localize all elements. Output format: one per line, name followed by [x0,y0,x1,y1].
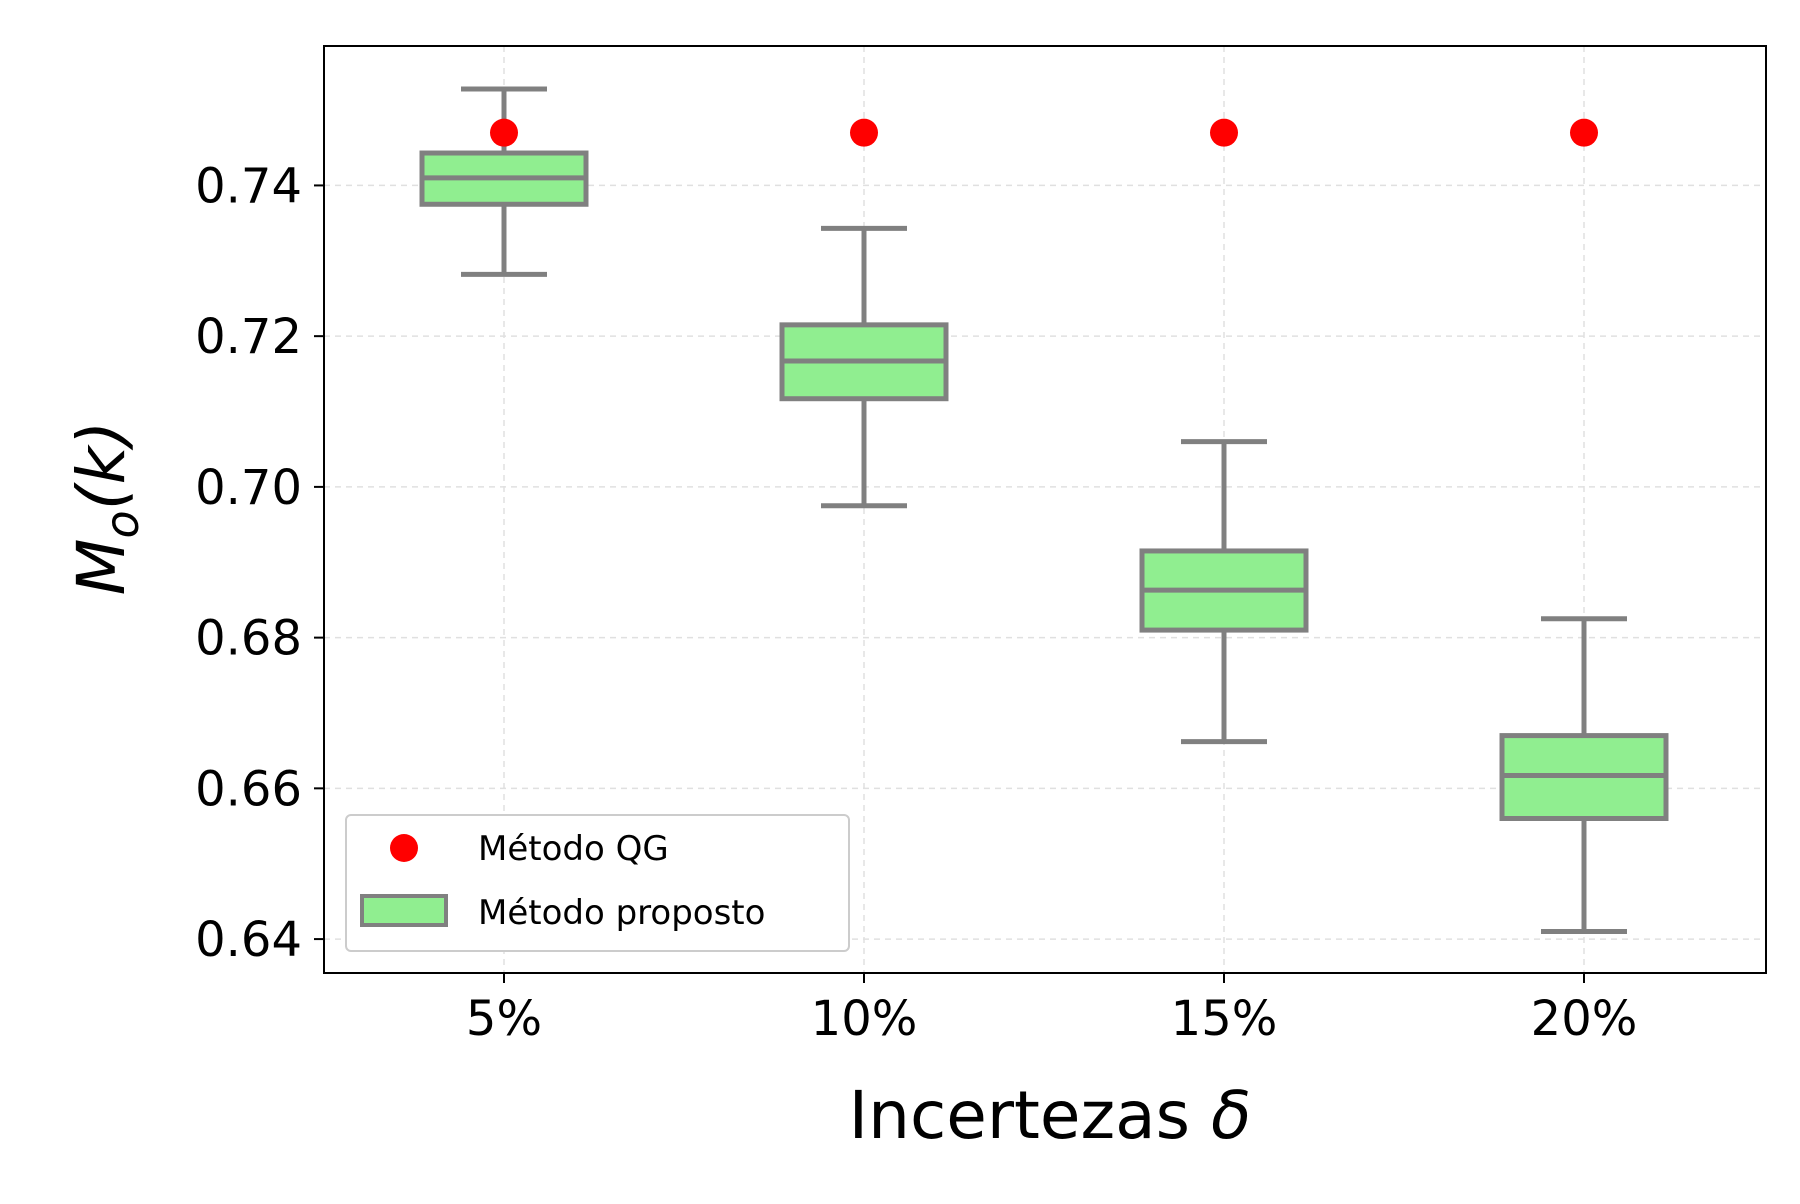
legend-marker-qg [390,834,418,862]
y-axis-label-base: M [63,538,140,595]
box-3 [1139,439,1309,745]
legend-label-proposto: Método proposto [478,893,765,933]
qg-point [850,118,878,147]
legend: Método QG Método proposto [345,814,850,952]
qg-point [1210,118,1238,147]
x-tick-label: 10% [811,991,918,1047]
y-tick-label: 0.70 [195,460,302,516]
y-tick-label: 0.72 [195,309,302,365]
legend-frame [345,814,850,952]
qg-point [1570,118,1598,147]
x-axis-label-symbol: δ [1211,1077,1251,1154]
x-tick-label: 20% [1531,991,1638,1047]
box-4 [1499,616,1669,935]
axes: 0.64 0.66 0.68 0.70 0.72 0.74 5% 10% 15% 20% [195,158,1637,1047]
legend-label-qg: Método QG [478,829,669,869]
y-tick-label: 0.68 [195,611,302,667]
x-axis-label-text: Incertezas [849,1077,1211,1154]
y-axis-label: Mo(k) [63,421,149,596]
x-axis-label: Incertezas δ [849,1077,1252,1154]
x-tick-label: 5% [466,991,542,1047]
y-tick-label: 0.64 [195,912,302,968]
plot-data [419,86,1669,935]
y-tick-label: 0.74 [195,158,302,214]
y-axis-label-subscript: o [95,510,149,538]
legend-swatch-proposto [360,894,448,927]
y-tick-label: 0.66 [195,761,302,817]
plot-frame [323,45,1767,974]
box-2 [779,225,949,509]
y-axis-label-arg: (k) [63,421,140,511]
box-1 [419,86,589,277]
x-tick-label: 15% [1171,991,1278,1047]
qg-point [490,118,518,147]
